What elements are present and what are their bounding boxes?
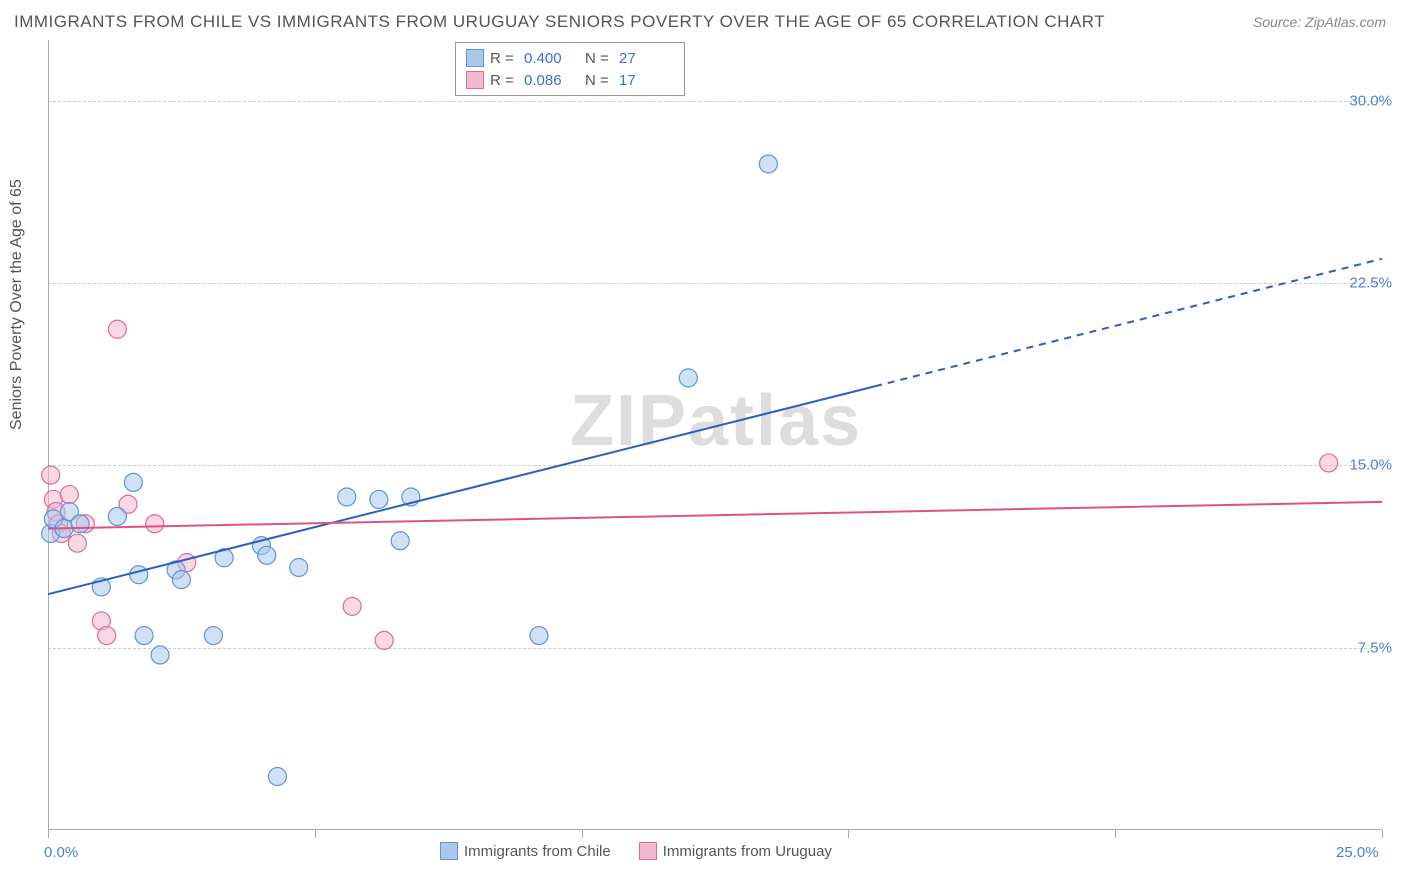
source-label: Source: ZipAtlas.com [1253, 14, 1386, 30]
data-point [370, 490, 388, 508]
data-point [130, 566, 148, 584]
x-tick-label: 25.0% [1336, 844, 1379, 861]
legend-row-uruguay: R = 0.086 N = 17 [466, 69, 674, 91]
trend-line [48, 502, 1382, 529]
data-point [338, 488, 356, 506]
data-point [172, 571, 190, 589]
data-point [71, 515, 89, 533]
x-tick [582, 830, 583, 838]
swatch-chile [466, 49, 484, 67]
data-point [375, 631, 393, 649]
x-tick [1382, 830, 1383, 838]
legend-item-uruguay: Immigrants from Uruguay [639, 842, 832, 860]
trend-line [48, 386, 875, 594]
data-point [1320, 454, 1338, 472]
swatch-uruguay [639, 842, 657, 860]
data-point [759, 155, 777, 173]
data-point [42, 466, 60, 484]
legend-correlation: R = 0.400 N = 27 R = 0.086 N = 17 [455, 42, 685, 96]
swatch-uruguay [466, 71, 484, 89]
data-point [135, 627, 153, 645]
legend-label-chile: Immigrants from Chile [464, 843, 611, 860]
legend-r-value-chile: 0.400 [524, 50, 579, 67]
x-tick [848, 830, 849, 838]
chart-title: IMMIGRANTS FROM CHILE VS IMMIGRANTS FROM… [14, 12, 1105, 32]
legend-series: Immigrants from Chile Immigrants from Ur… [440, 842, 832, 860]
data-point [151, 646, 169, 664]
legend-n-label: N = [585, 72, 613, 89]
data-point [268, 768, 286, 786]
data-point [98, 627, 116, 645]
x-tick [315, 830, 316, 838]
trend-line-extrapolated [875, 259, 1382, 386]
legend-r-label: R = [490, 72, 518, 89]
data-point [258, 546, 276, 564]
x-tick [1115, 830, 1116, 838]
legend-label-uruguay: Immigrants from Uruguay [663, 843, 832, 860]
data-point [108, 507, 126, 525]
data-point [290, 558, 308, 576]
legend-item-chile: Immigrants from Chile [440, 842, 611, 860]
legend-r-label: R = [490, 50, 518, 67]
legend-n-value-chile: 27 [619, 50, 674, 67]
data-point [679, 369, 697, 387]
chart-svg [48, 40, 1382, 830]
legend-row-chile: R = 0.400 N = 27 [466, 47, 674, 69]
data-point [391, 532, 409, 550]
data-point [530, 627, 548, 645]
data-point [60, 486, 78, 504]
x-tick [48, 830, 49, 838]
data-point [68, 534, 86, 552]
data-point [343, 597, 361, 615]
data-point [204, 627, 222, 645]
x-tick-label: 0.0% [44, 844, 78, 861]
data-point [108, 320, 126, 338]
legend-n-label: N = [585, 50, 613, 67]
legend-r-value-uruguay: 0.086 [524, 72, 579, 89]
legend-n-value-uruguay: 17 [619, 72, 674, 89]
swatch-chile [440, 842, 458, 860]
data-point [146, 515, 164, 533]
y-axis-label: Seniors Poverty Over the Age of 65 [8, 179, 26, 430]
data-point [124, 473, 142, 491]
